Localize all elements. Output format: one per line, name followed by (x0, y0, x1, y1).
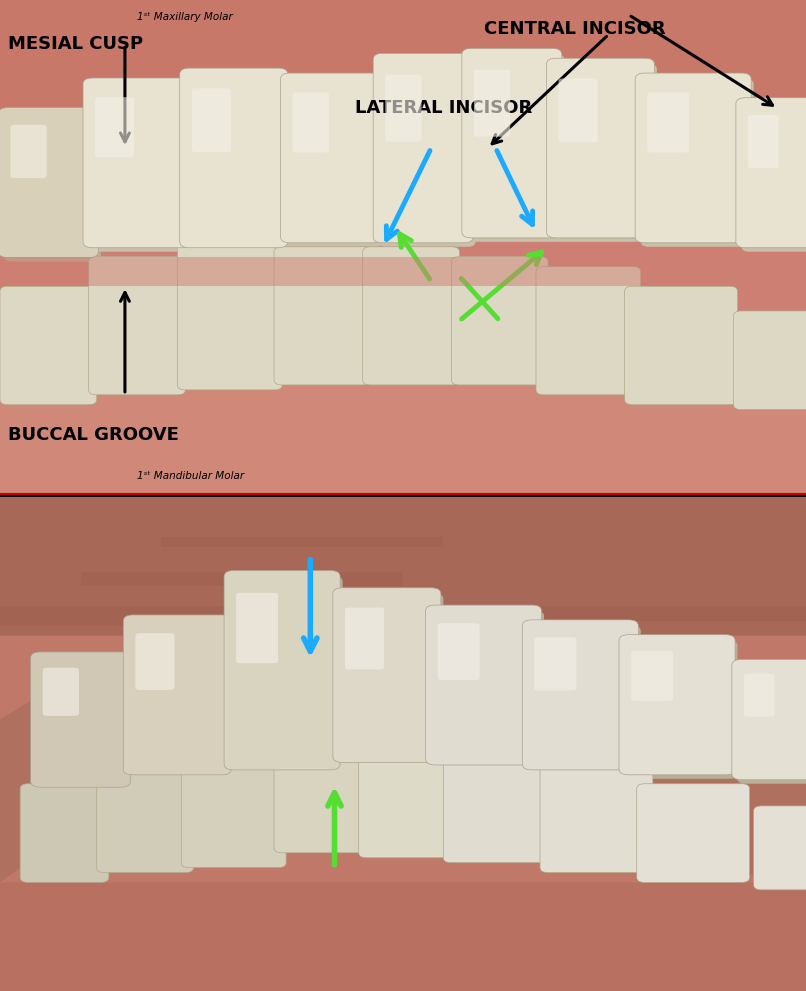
FancyBboxPatch shape (748, 115, 779, 168)
FancyBboxPatch shape (736, 98, 806, 248)
FancyBboxPatch shape (274, 247, 371, 385)
FancyBboxPatch shape (733, 311, 806, 409)
FancyBboxPatch shape (286, 79, 383, 247)
FancyBboxPatch shape (339, 594, 443, 766)
FancyBboxPatch shape (293, 92, 329, 153)
FancyBboxPatch shape (379, 59, 476, 247)
FancyBboxPatch shape (451, 257, 548, 385)
Bar (0, 606, 403, 625)
FancyBboxPatch shape (10, 125, 47, 178)
Polygon shape (0, 814, 806, 887)
FancyBboxPatch shape (224, 571, 340, 770)
FancyBboxPatch shape (474, 69, 510, 137)
FancyBboxPatch shape (443, 744, 556, 863)
FancyBboxPatch shape (540, 764, 653, 872)
FancyBboxPatch shape (625, 640, 737, 779)
Polygon shape (0, 0, 806, 222)
FancyBboxPatch shape (333, 588, 441, 762)
FancyBboxPatch shape (185, 74, 290, 252)
FancyBboxPatch shape (385, 74, 422, 142)
FancyBboxPatch shape (438, 623, 480, 680)
Polygon shape (0, 276, 806, 494)
FancyBboxPatch shape (619, 634, 735, 775)
FancyBboxPatch shape (192, 88, 231, 152)
FancyBboxPatch shape (625, 286, 737, 404)
FancyBboxPatch shape (20, 784, 109, 882)
FancyBboxPatch shape (637, 784, 750, 882)
FancyBboxPatch shape (4, 114, 101, 262)
FancyBboxPatch shape (546, 58, 654, 238)
FancyBboxPatch shape (552, 64, 657, 242)
FancyBboxPatch shape (129, 620, 234, 779)
FancyBboxPatch shape (177, 242, 282, 389)
FancyBboxPatch shape (180, 68, 288, 248)
FancyBboxPatch shape (31, 652, 131, 787)
FancyBboxPatch shape (36, 658, 133, 791)
Text: 1ˢᵗ Mandibular Molar: 1ˢᵗ Mandibular Molar (137, 471, 244, 482)
Text: CENTRAL INCISOR: CENTRAL INCISOR (484, 20, 665, 38)
Text: LATERAL INCISOR: LATERAL INCISOR (355, 99, 532, 117)
FancyBboxPatch shape (373, 54, 473, 243)
FancyBboxPatch shape (359, 729, 463, 858)
FancyBboxPatch shape (123, 615, 231, 775)
FancyBboxPatch shape (754, 806, 806, 890)
Text: BUCCAL GROOVE: BUCCAL GROOVE (8, 426, 179, 444)
Polygon shape (0, 630, 806, 724)
FancyBboxPatch shape (181, 719, 286, 868)
FancyBboxPatch shape (274, 715, 371, 853)
FancyBboxPatch shape (0, 108, 98, 258)
FancyBboxPatch shape (631, 651, 673, 701)
FancyBboxPatch shape (345, 607, 384, 670)
FancyBboxPatch shape (89, 84, 193, 252)
FancyBboxPatch shape (647, 92, 689, 153)
FancyBboxPatch shape (236, 593, 278, 663)
FancyBboxPatch shape (97, 754, 193, 872)
FancyBboxPatch shape (522, 620, 638, 770)
FancyBboxPatch shape (83, 78, 191, 248)
FancyBboxPatch shape (462, 49, 562, 238)
FancyBboxPatch shape (135, 633, 175, 690)
FancyBboxPatch shape (280, 73, 380, 243)
FancyBboxPatch shape (431, 611, 544, 769)
Bar (81, 572, 403, 587)
FancyBboxPatch shape (635, 73, 751, 243)
FancyBboxPatch shape (467, 55, 564, 242)
FancyBboxPatch shape (641, 79, 754, 247)
FancyBboxPatch shape (742, 104, 806, 252)
Bar (0, 497, 806, 635)
FancyBboxPatch shape (528, 625, 641, 774)
Bar (0, 882, 806, 991)
FancyBboxPatch shape (559, 78, 598, 142)
FancyBboxPatch shape (744, 674, 775, 716)
FancyBboxPatch shape (536, 267, 641, 394)
FancyBboxPatch shape (534, 637, 576, 691)
FancyBboxPatch shape (363, 247, 459, 385)
FancyBboxPatch shape (89, 257, 185, 394)
FancyBboxPatch shape (43, 668, 79, 716)
Text: 1ˢᵗ Maxillary Molar: 1ˢᵗ Maxillary Molar (137, 12, 233, 23)
FancyBboxPatch shape (0, 286, 97, 404)
Text: MESIAL CUSP: MESIAL CUSP (8, 35, 143, 53)
FancyBboxPatch shape (230, 577, 343, 774)
FancyBboxPatch shape (95, 97, 135, 158)
Bar (0, 257, 806, 286)
Bar (403, 606, 806, 620)
FancyBboxPatch shape (732, 659, 806, 780)
FancyBboxPatch shape (426, 606, 542, 765)
FancyBboxPatch shape (737, 665, 806, 784)
Bar (161, 537, 443, 547)
